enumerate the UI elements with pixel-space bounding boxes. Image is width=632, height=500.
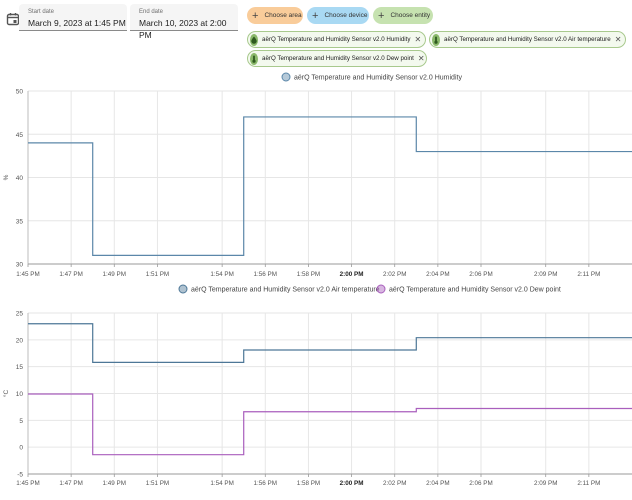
x-tick-label: 2:11 PM xyxy=(577,480,600,487)
legend-label[interactable]: aërQ Temperature and Humidity Sensor v2.… xyxy=(294,75,462,82)
x-tick-label: 1:45 PM xyxy=(16,480,39,487)
plus-icon: + xyxy=(252,9,259,22)
selected-entity-chip-humidity[interactable]: aërQ Temperature and Humidity Sensor v2.… xyxy=(247,31,426,48)
legend-label[interactable]: aërQ Temperature and Humidity Sensor v2.… xyxy=(389,287,561,294)
x-tick-label: 1:47 PM xyxy=(59,271,82,278)
choose-device-label: Choose device xyxy=(324,12,368,19)
x-tick-label: 1:56 PM xyxy=(254,271,277,278)
x-tick-label: 1:51 PM xyxy=(146,271,169,278)
y-tick-label: 20 xyxy=(16,337,24,344)
series-line[interactable] xyxy=(28,116,632,256)
x-tick-label: 2:06 PM xyxy=(469,271,492,278)
series-line[interactable] xyxy=(28,393,632,456)
remove-entity-icon[interactable]: ✕ xyxy=(614,35,622,44)
series-line[interactable] xyxy=(28,323,632,363)
x-tick-label: 1:58 PM xyxy=(297,271,320,278)
x-tick-label: 2:00 PM xyxy=(340,271,364,278)
x-tick-label: 2:11 PM xyxy=(577,271,600,278)
remove-entity-icon[interactable]: ✕ xyxy=(417,54,425,63)
x-tick-label: 1:51 PM xyxy=(146,480,169,487)
x-tick-label: 2:02 PM xyxy=(383,271,406,278)
water-percent-icon xyxy=(250,33,258,46)
x-tick-label: 2:02 PM xyxy=(383,480,406,487)
end-date-field[interactable]: End date March 10, 2023 at 2:00 PM xyxy=(130,4,238,40)
choose-entity-button[interactable]: + Choose entity xyxy=(373,7,433,24)
thermometer-icon xyxy=(432,33,440,46)
y-tick-label: 15 xyxy=(16,364,24,371)
choose-area-label: Choose area xyxy=(264,12,302,19)
choose-entity-label: Choose entity xyxy=(390,12,431,19)
end-date-value: March 10, 2023 at 2:00 PM xyxy=(139,18,227,40)
y-tick-label: 0 xyxy=(19,445,23,452)
y-tick-label: 25 xyxy=(16,311,24,318)
selected-entity-chip-air-temperature[interactable]: aërQ Temperature and Humidity Sensor v2.… xyxy=(429,31,626,48)
y-axis-unit-label: °C xyxy=(2,390,10,398)
x-tick-label: 2:04 PM xyxy=(426,271,449,278)
thermometer-icon xyxy=(250,52,258,65)
x-tick-label: 1:45 PM xyxy=(16,271,39,278)
y-tick-label: 10 xyxy=(16,391,24,398)
y-tick-label: 5 xyxy=(19,418,23,425)
legend-label[interactable]: aërQ Temperature and Humidity Sensor v2.… xyxy=(191,287,380,294)
y-tick-label: 50 xyxy=(16,89,24,96)
x-tick-label: 1:56 PM xyxy=(254,480,277,487)
end-date-label: End date xyxy=(139,9,164,15)
selected-entity-label: aërQ Temperature and Humidity Sensor v2.… xyxy=(262,55,414,62)
calendar-icon xyxy=(6,13,20,26)
plus-icon: + xyxy=(378,9,385,22)
remove-entity-icon[interactable]: ✕ xyxy=(414,35,422,44)
plus-icon: + xyxy=(312,9,319,22)
x-tick-label: 2:04 PM xyxy=(426,480,449,487)
y-tick-label: 45 xyxy=(16,132,24,139)
temperature-chart[interactable]: -5 0 5 10 15 20 25 1:45 PM 1:47 PM 1:49 PM 1:51 PM… xyxy=(0,282,632,494)
y-axis-unit-label: % xyxy=(3,174,10,180)
x-tick-label: 2:00 PM xyxy=(340,480,364,487)
x-tick-label: 2:09 PM xyxy=(534,480,557,487)
x-tick-label: 1:58 PM xyxy=(297,480,320,487)
start-date-label: Start date xyxy=(28,9,55,15)
y-tick-label: 40 xyxy=(16,175,24,182)
x-tick-label: 2:09 PM xyxy=(534,271,557,278)
selected-entity-chip-dew-point[interactable]: aërQ Temperature and Humidity Sensor v2.… xyxy=(247,50,427,67)
humidity-chart[interactable]: 30 35 40 45 50 1:45 PM 1:47 PM 1:49 PM 1:51 PM 1:… xyxy=(0,70,632,288)
y-tick-label: -5 xyxy=(17,472,23,479)
choose-device-button[interactable]: + Choose device xyxy=(307,7,369,24)
y-tick-label: 35 xyxy=(16,218,24,225)
x-tick-label: 1:49 PM xyxy=(103,480,126,487)
legend-marker[interactable] xyxy=(281,72,291,82)
legend-marker[interactable] xyxy=(178,284,188,294)
x-tick-label: 1:54 PM xyxy=(210,480,233,487)
y-tick-label: 30 xyxy=(16,262,24,269)
x-tick-label: 1:47 PM xyxy=(59,480,82,487)
choose-area-button[interactable]: + Choose area xyxy=(247,7,303,24)
x-tick-label: 1:49 PM xyxy=(103,271,126,278)
legend-marker[interactable] xyxy=(376,284,386,294)
start-date-value: March 9, 2023 at 1:45 PM xyxy=(28,18,126,28)
selected-entity-label: aërQ Temperature and Humidity Sensor v2.… xyxy=(262,36,411,43)
x-tick-label: 2:06 PM xyxy=(469,480,492,487)
start-date-field[interactable]: Start date March 9, 2023 at 1:45 PM xyxy=(19,4,127,31)
selected-entity-label: aërQ Temperature and Humidity Sensor v2.… xyxy=(444,36,611,43)
x-tick-label: 1:54 PM xyxy=(210,271,233,278)
